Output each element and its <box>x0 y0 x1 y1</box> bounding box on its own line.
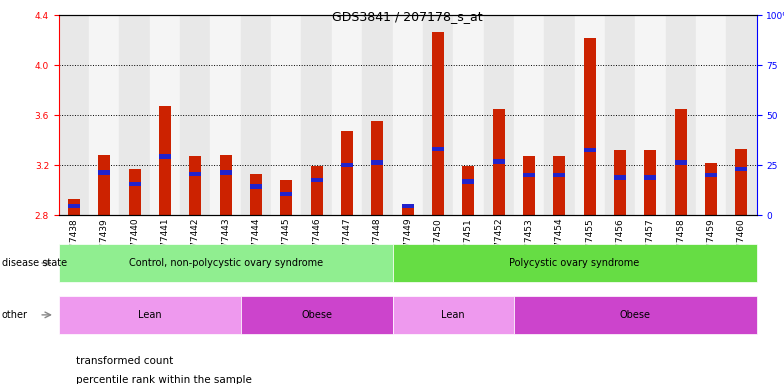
Text: Lean: Lean <box>138 310 162 320</box>
Bar <box>341 131 353 215</box>
Bar <box>362 15 393 215</box>
Bar <box>332 15 362 215</box>
Bar <box>463 179 474 184</box>
Bar <box>523 156 535 215</box>
Bar <box>159 106 171 215</box>
Bar <box>544 15 575 215</box>
Bar <box>68 199 80 215</box>
Text: Obese: Obese <box>619 310 651 320</box>
Bar <box>271 15 302 215</box>
Text: transformed count: transformed count <box>76 356 173 366</box>
Bar <box>575 15 605 215</box>
Bar <box>514 15 544 215</box>
Bar <box>241 296 393 334</box>
Bar <box>432 147 444 151</box>
Bar <box>129 169 140 215</box>
Bar <box>372 161 383 165</box>
Bar <box>635 15 666 215</box>
Bar <box>68 204 80 209</box>
Bar <box>726 15 757 215</box>
Bar <box>735 149 747 215</box>
Bar <box>432 31 444 215</box>
Bar <box>675 109 687 215</box>
Bar <box>189 156 201 215</box>
Bar <box>250 174 262 215</box>
Bar <box>614 150 626 215</box>
Bar <box>372 121 383 215</box>
Bar <box>705 163 717 215</box>
Bar <box>554 173 565 177</box>
Bar <box>280 180 292 215</box>
Bar <box>666 15 696 215</box>
Bar <box>492 109 505 215</box>
Text: disease state: disease state <box>2 258 67 268</box>
Bar <box>644 175 656 180</box>
Text: Polycystic ovary syndrome: Polycystic ovary syndrome <box>510 258 640 268</box>
Text: Control, non-polycystic ovary syndrome: Control, non-polycystic ovary syndrome <box>129 258 323 268</box>
Bar <box>119 15 150 215</box>
Bar <box>241 15 271 215</box>
Bar <box>150 15 180 215</box>
Text: Obese: Obese <box>301 310 332 320</box>
Bar <box>59 244 393 282</box>
Bar <box>393 296 514 334</box>
Text: GDS3841 / 207178_s_at: GDS3841 / 207178_s_at <box>332 10 483 23</box>
Bar <box>159 154 171 159</box>
Bar <box>89 15 119 215</box>
Bar <box>59 15 89 215</box>
Bar <box>644 150 656 215</box>
Bar <box>250 184 262 189</box>
Bar <box>341 163 353 167</box>
Bar <box>463 166 474 215</box>
Bar <box>514 296 757 334</box>
Bar <box>705 173 717 177</box>
Bar <box>129 182 140 186</box>
Bar <box>393 244 757 282</box>
Bar <box>280 192 292 196</box>
Bar <box>554 156 565 215</box>
Bar <box>401 204 414 209</box>
Bar <box>393 15 423 215</box>
Bar <box>180 15 210 215</box>
Bar <box>189 172 201 176</box>
Text: other: other <box>2 310 27 320</box>
Bar <box>423 15 453 215</box>
Bar <box>484 15 514 215</box>
Bar <box>583 38 596 215</box>
Bar <box>310 178 323 182</box>
Bar <box>98 155 111 215</box>
Bar <box>614 175 626 180</box>
Bar <box>59 296 241 334</box>
Bar <box>675 161 687 165</box>
Bar <box>453 15 484 215</box>
Bar <box>302 15 332 215</box>
Text: percentile rank within the sample: percentile rank within the sample <box>76 375 252 384</box>
Bar <box>523 173 535 177</box>
Bar <box>401 206 414 215</box>
Bar <box>735 167 747 171</box>
Bar <box>492 159 505 164</box>
Bar <box>210 15 241 215</box>
Bar <box>696 15 726 215</box>
Bar <box>98 170 111 175</box>
Bar <box>583 148 596 152</box>
Bar <box>310 166 323 215</box>
Bar <box>605 15 635 215</box>
Text: Lean: Lean <box>441 310 465 320</box>
Bar <box>220 170 232 175</box>
Bar <box>220 155 232 215</box>
